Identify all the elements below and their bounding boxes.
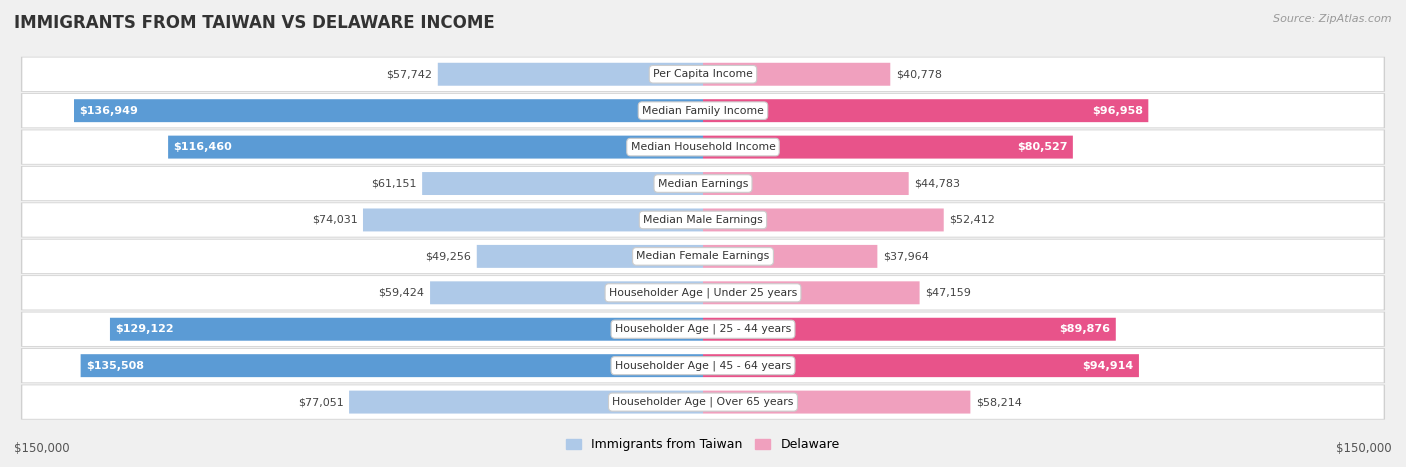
FancyBboxPatch shape: [21, 166, 1385, 201]
Text: $59,424: $59,424: [378, 288, 425, 298]
FancyBboxPatch shape: [21, 93, 1385, 128]
Text: Median Male Earnings: Median Male Earnings: [643, 215, 763, 225]
Text: $150,000: $150,000: [1336, 442, 1392, 455]
FancyBboxPatch shape: [22, 312, 1384, 346]
FancyBboxPatch shape: [21, 130, 1385, 164]
FancyBboxPatch shape: [110, 318, 703, 341]
Text: $52,412: $52,412: [949, 215, 995, 225]
FancyBboxPatch shape: [80, 354, 703, 377]
FancyBboxPatch shape: [22, 203, 1384, 237]
Legend: Immigrants from Taiwan, Delaware: Immigrants from Taiwan, Delaware: [561, 433, 845, 456]
FancyBboxPatch shape: [363, 208, 703, 232]
Text: $96,958: $96,958: [1092, 106, 1143, 116]
FancyBboxPatch shape: [703, 354, 1139, 377]
Text: $44,783: $44,783: [914, 178, 960, 189]
FancyBboxPatch shape: [22, 349, 1384, 382]
FancyBboxPatch shape: [21, 203, 1385, 237]
Text: Median Household Income: Median Household Income: [630, 142, 776, 152]
FancyBboxPatch shape: [21, 348, 1385, 383]
Text: $77,051: $77,051: [298, 397, 343, 407]
Text: $37,964: $37,964: [883, 251, 929, 262]
Text: $116,460: $116,460: [173, 142, 232, 152]
FancyBboxPatch shape: [703, 245, 877, 268]
Text: $94,914: $94,914: [1083, 361, 1133, 371]
Text: $57,742: $57,742: [387, 69, 432, 79]
FancyBboxPatch shape: [703, 318, 1116, 341]
Text: Per Capita Income: Per Capita Income: [652, 69, 754, 79]
FancyBboxPatch shape: [703, 281, 920, 304]
Text: $136,949: $136,949: [80, 106, 138, 116]
FancyBboxPatch shape: [430, 281, 703, 304]
Text: $61,151: $61,151: [371, 178, 416, 189]
FancyBboxPatch shape: [22, 130, 1384, 164]
Text: $74,031: $74,031: [312, 215, 357, 225]
Text: $80,527: $80,527: [1017, 142, 1067, 152]
FancyBboxPatch shape: [75, 99, 703, 122]
Text: Median Earnings: Median Earnings: [658, 178, 748, 189]
Text: Householder Age | 45 - 64 years: Householder Age | 45 - 64 years: [614, 361, 792, 371]
FancyBboxPatch shape: [22, 240, 1384, 273]
Text: Source: ZipAtlas.com: Source: ZipAtlas.com: [1274, 14, 1392, 24]
Text: IMMIGRANTS FROM TAIWAN VS DELAWARE INCOME: IMMIGRANTS FROM TAIWAN VS DELAWARE INCOM…: [14, 14, 495, 32]
Text: $135,508: $135,508: [86, 361, 145, 371]
Text: Householder Age | Under 25 years: Householder Age | Under 25 years: [609, 288, 797, 298]
Text: $129,122: $129,122: [115, 324, 174, 334]
Text: $40,778: $40,778: [896, 69, 942, 79]
Text: $49,256: $49,256: [426, 251, 471, 262]
FancyBboxPatch shape: [703, 208, 943, 232]
Text: Median Family Income: Median Family Income: [643, 106, 763, 116]
Text: $89,876: $89,876: [1059, 324, 1111, 334]
Text: $58,214: $58,214: [976, 397, 1022, 407]
FancyBboxPatch shape: [21, 276, 1385, 310]
Text: $150,000: $150,000: [14, 442, 70, 455]
FancyBboxPatch shape: [21, 239, 1385, 274]
FancyBboxPatch shape: [703, 63, 890, 86]
FancyBboxPatch shape: [22, 94, 1384, 127]
FancyBboxPatch shape: [21, 385, 1385, 419]
FancyBboxPatch shape: [22, 57, 1384, 91]
Text: Householder Age | Over 65 years: Householder Age | Over 65 years: [612, 397, 794, 407]
Text: $47,159: $47,159: [925, 288, 972, 298]
FancyBboxPatch shape: [477, 245, 703, 268]
FancyBboxPatch shape: [22, 385, 1384, 419]
FancyBboxPatch shape: [22, 276, 1384, 310]
FancyBboxPatch shape: [22, 167, 1384, 200]
FancyBboxPatch shape: [703, 99, 1149, 122]
FancyBboxPatch shape: [703, 172, 908, 195]
FancyBboxPatch shape: [21, 312, 1385, 347]
FancyBboxPatch shape: [703, 390, 970, 414]
Text: Householder Age | 25 - 44 years: Householder Age | 25 - 44 years: [614, 324, 792, 334]
FancyBboxPatch shape: [349, 390, 703, 414]
FancyBboxPatch shape: [21, 57, 1385, 92]
FancyBboxPatch shape: [169, 135, 703, 159]
FancyBboxPatch shape: [437, 63, 703, 86]
FancyBboxPatch shape: [422, 172, 703, 195]
Text: Median Female Earnings: Median Female Earnings: [637, 251, 769, 262]
FancyBboxPatch shape: [703, 135, 1073, 159]
